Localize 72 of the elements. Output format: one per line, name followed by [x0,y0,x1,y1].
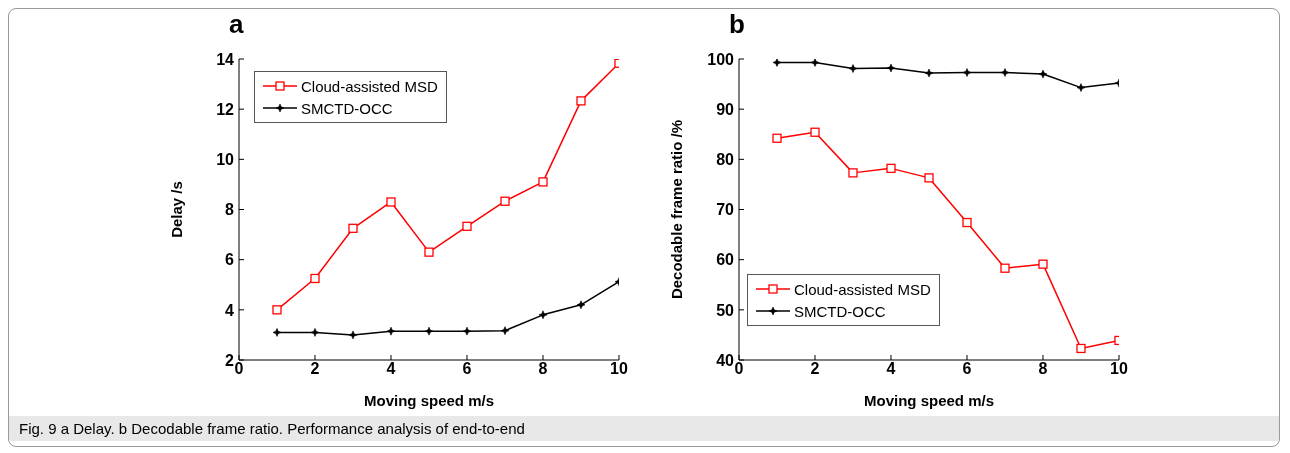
legend-label: SMCTD-OCC [794,302,886,320]
x-tick-label: 0 [734,360,744,378]
point [962,217,972,228]
x-tick-label: 6 [462,360,472,378]
point [462,221,472,231]
y-tick-label: 14 [216,50,235,68]
x-axis-title: Moving speed m/s [863,392,995,409]
point [424,247,434,257]
point [576,300,586,310]
chart-title: b [729,9,746,39]
x-tick-label: 6 [962,360,972,378]
point [772,133,782,143]
y-tick-label: 90 [716,100,735,118]
x-tick-label: 8 [1038,360,1048,378]
y-axis-title: Delay /s [168,181,186,238]
point [310,328,320,337]
x-axis-title: Moving speed m/s [363,392,495,409]
point [424,326,434,336]
y-tick-label: 4 [225,301,235,319]
point [1000,68,1010,77]
point [348,330,358,340]
point [1038,259,1048,269]
y-tick-label: 60 [716,251,735,269]
y-tick-label: 100 [707,50,735,68]
point [538,177,548,187]
point [500,326,510,335]
point [500,196,510,206]
point [772,59,782,67]
point [310,273,320,284]
point [272,328,282,337]
point [848,64,858,73]
point [462,326,472,336]
y-tick-label: 50 [716,301,735,319]
point [1000,263,1010,273]
chart-title: a [229,9,245,39]
caption: Fig. 9 a Delay. b Decodable frame ratio. Performance analysis of end-to-end [19,420,526,437]
x-tick-label: 0 [234,360,244,378]
legend-label: SMCTD-OCC [301,99,393,117]
y-axis-title: Decodable frame ratio /% [668,119,686,300]
x-tick-label: 10 [610,360,628,378]
y-tick-label: 6 [225,251,235,269]
y-tick-label: 40 [716,351,735,369]
y-tick-label: 70 [716,201,735,219]
point [386,326,396,336]
x-tick-label: 10 [1110,360,1128,378]
point [386,197,396,207]
y-tick-label: 8 [225,201,235,219]
point [962,68,972,77]
x-tick-label: 4 [386,360,396,378]
x-tick-label: 4 [886,360,896,378]
y-tick-label: 80 [716,151,735,169]
point [886,163,896,174]
point [1038,69,1048,79]
y-tick-label: 12 [216,100,235,118]
point [538,310,548,320]
legend-label: Cloud-assisted MSD [794,280,931,298]
point [886,63,896,73]
point [348,223,358,233]
point [848,168,858,178]
point [810,59,820,67]
x-tick-label: 8 [538,360,548,378]
point [1076,343,1086,354]
point [810,127,820,137]
point [924,173,934,183]
point [272,305,282,315]
legend-label: Cloud-assisted MSD [301,77,438,95]
point [1076,83,1086,92]
y-tick-label: 10 [216,151,235,169]
point [576,96,586,106]
x-tick-label: 2 [310,360,320,378]
point [924,68,934,78]
x-tick-label: 2 [810,360,820,378]
